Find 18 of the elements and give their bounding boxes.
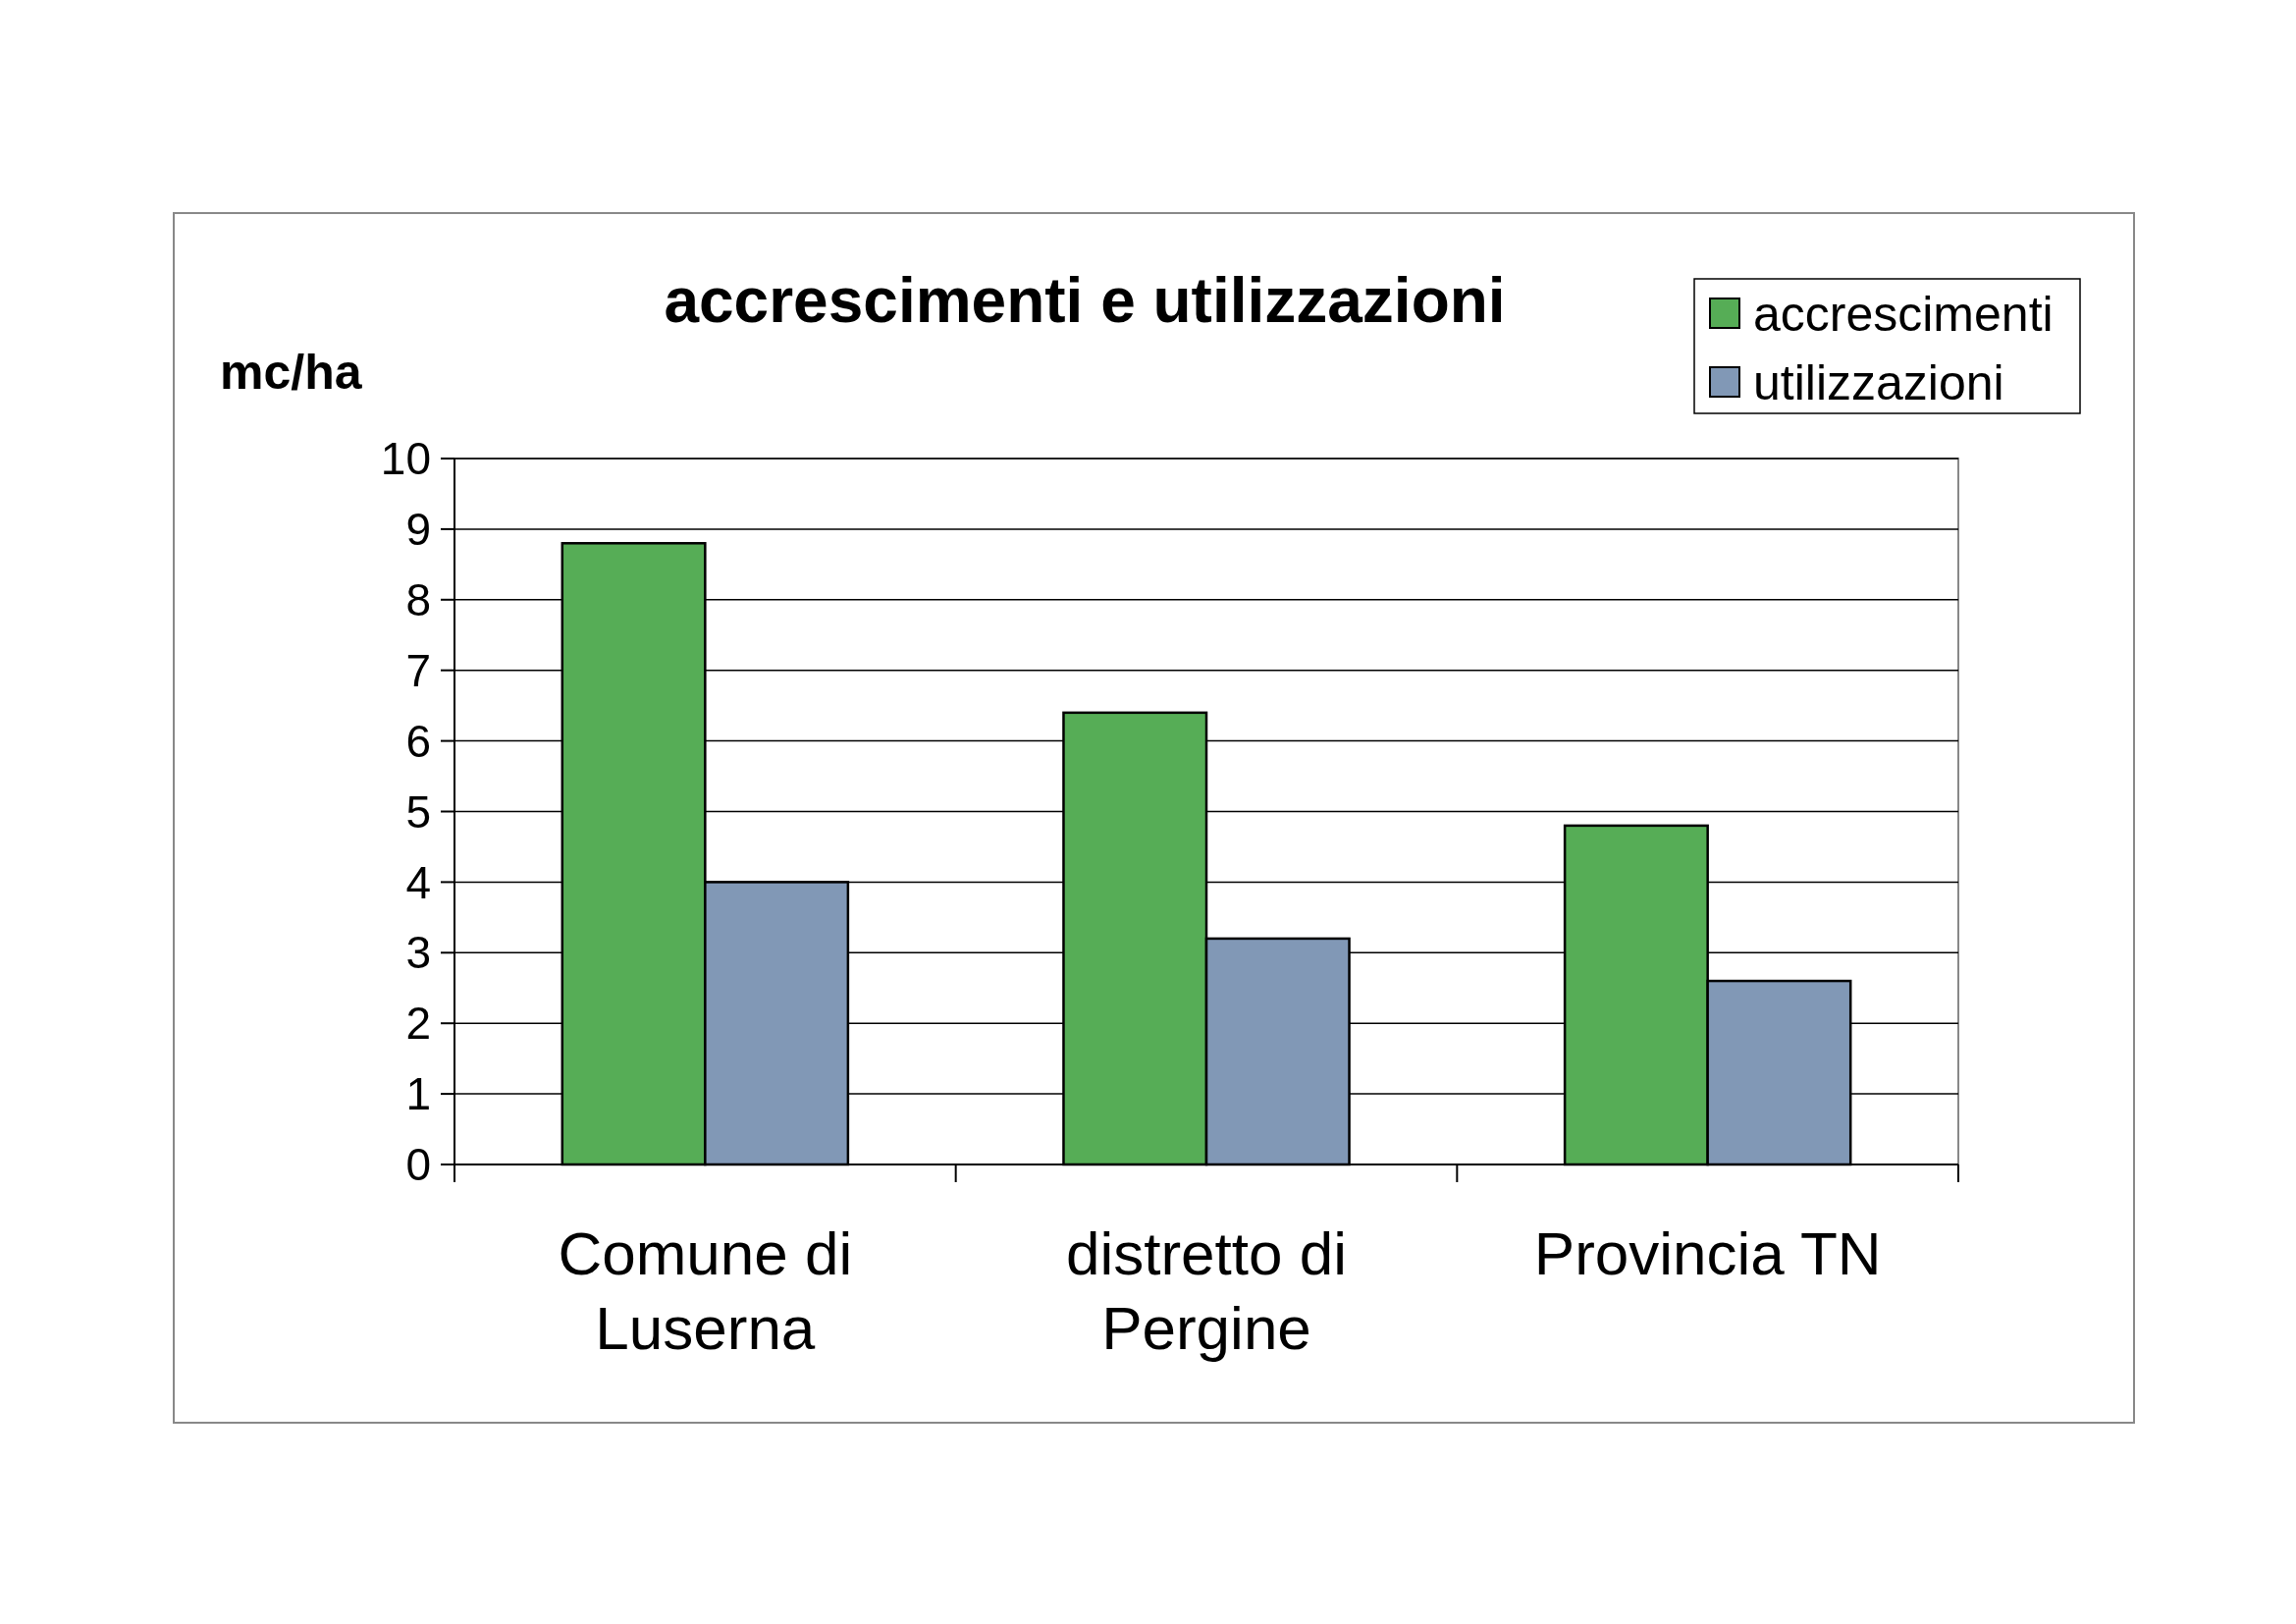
x-tick-label: Comune di Luserna (558, 1219, 853, 1362)
y-tick-label: 3 (405, 927, 431, 979)
y-tick-label: 7 (405, 644, 431, 696)
legend-label: utilizzazioni (1753, 354, 2004, 410)
y-tick-label: 4 (405, 856, 431, 908)
y-tick-label: 2 (405, 998, 431, 1050)
y-tick-label: 6 (405, 715, 431, 767)
y-axis-title: mc/ha (220, 345, 363, 400)
y-tick-label: 0 (405, 1139, 431, 1191)
legend-label: accrescimenti (1753, 286, 2054, 342)
y-tick-label: 9 (405, 504, 431, 555)
x-tick-label: Provincia TN (1533, 1219, 1882, 1287)
chart-title: accrescimenti e utilizzazioni (664, 265, 1506, 336)
y-tick-label: 8 (405, 573, 431, 625)
y-tick-label: 10 (380, 433, 431, 485)
y-tick-label: 5 (405, 785, 431, 838)
x-tick-label: distretto di Pergine (1065, 1219, 1348, 1362)
y-tick-label: 1 (405, 1068, 431, 1120)
